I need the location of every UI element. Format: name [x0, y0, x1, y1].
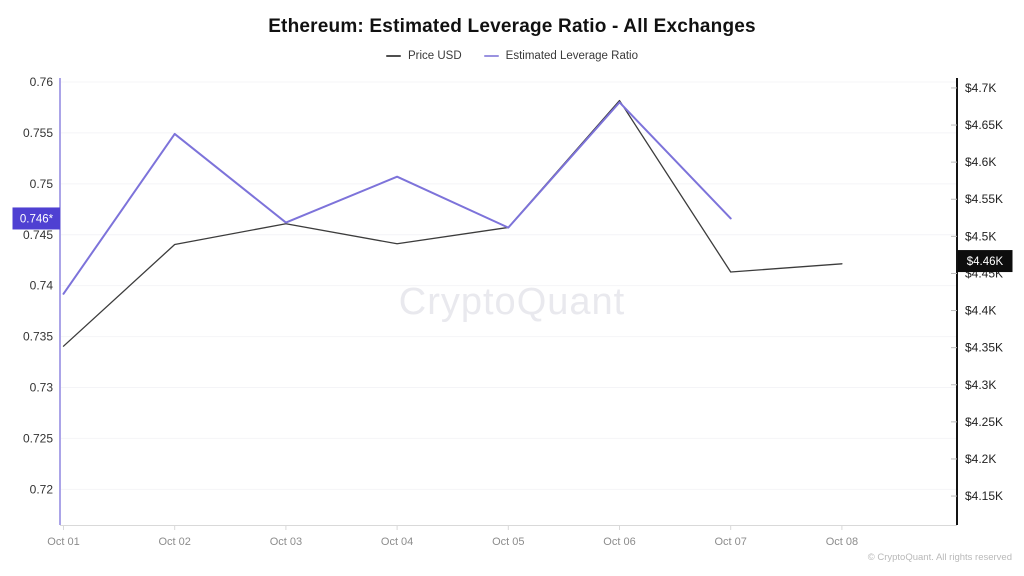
leverage-latest-badge [12, 207, 60, 230]
legend-item-estimated-leverage-ratio[interactable]: Estimated Leverage Ratio [483, 50, 638, 62]
latest-value-badges: 0.746* $4.46K [12, 207, 1013, 273]
price-latest-badge-label: $4.46K [967, 256, 1004, 268]
x-tick-label: Oct 04 [381, 536, 413, 548]
right-axis-price-usd: $4.7K$4.65K$4.6K$4.55K$4.5K$4.45K$4.4K$4… [951, 78, 1003, 525]
copyright-text: © CryptoQuant. All rights reserved [868, 552, 1012, 563]
x-tick-label: Oct 06 [603, 536, 635, 548]
right-tick-label: $4.35K [965, 341, 1003, 355]
right-tick-label: $4.4K [965, 304, 996, 318]
right-tick-label: $4.65K [965, 118, 1003, 132]
left-tick-label: 0.75 [30, 177, 54, 191]
x-tick-label: Oct 01 [47, 536, 79, 548]
left-tick-label: 0.76 [30, 75, 54, 89]
x-tick-label: Oct 07 [714, 536, 746, 548]
legend-dash-icon [483, 55, 499, 57]
right-tick-label: $4.15K [965, 489, 1003, 503]
right-tick-label: $4.7K [965, 81, 996, 95]
left-tick-label: 0.72 [30, 482, 54, 496]
legend-item-label: Price USD [407, 50, 462, 62]
x-axis: Oct 01 Oct 02 Oct 03 Oct 04 Oct 05 Oct 06 Oct … [47, 525, 957, 548]
x-tick-label: Oct 05 [492, 536, 524, 548]
line-price-usd [62, 99, 843, 347]
cryptoquant-watermark: CryptoQuant [399, 281, 625, 323]
chart-legend: Price USD Estimated Leverage Ratio [0, 50, 1024, 62]
chart-title: Ethereum: Estimated Leverage Ratio - All… [268, 16, 756, 37]
legend-dash-icon [385, 55, 401, 57]
right-tick-label: $4.6K [965, 155, 996, 169]
legend-item-price-usd[interactable]: Price USD [385, 50, 462, 62]
right-tick-label: $4.55K [965, 192, 1003, 206]
left-axis-leverage-ratio: 0.76 0.755 0.75 0.745 0.74 0.735 0.73 0.725 0.72 [23, 75, 61, 525]
legend-item-label: Estimated Leverage Ratio [505, 50, 638, 62]
line-estimated-leverage-ratio [62, 101, 732, 295]
left-tick-label: 0.725 [23, 431, 53, 445]
left-tick-label: 0.73 [30, 381, 54, 395]
left-tick-label: 0.735 [23, 330, 53, 344]
x-tick-label: Oct 08 [826, 536, 858, 548]
leverage-latest-badge-label: 0.746* [20, 213, 54, 225]
series-lines [62, 99, 843, 347]
right-tick-label: $4.5K [965, 229, 996, 243]
right-tick-label: $4.2K [965, 452, 996, 466]
gridlines [60, 81, 957, 490]
price-latest-badge [957, 250, 1013, 273]
right-tick-label: $4.25K [965, 415, 1003, 429]
x-tick-label: Oct 03 [270, 536, 302, 548]
x-tick-label: Oct 02 [158, 536, 190, 548]
right-tick-label: $4.3K [965, 378, 996, 392]
left-tick-label: 0.74 [30, 279, 54, 293]
plot-area[interactable] [60, 82, 957, 525]
left-tick-label: 0.755 [23, 126, 53, 140]
left-tick-label: 0.745 [23, 228, 53, 242]
